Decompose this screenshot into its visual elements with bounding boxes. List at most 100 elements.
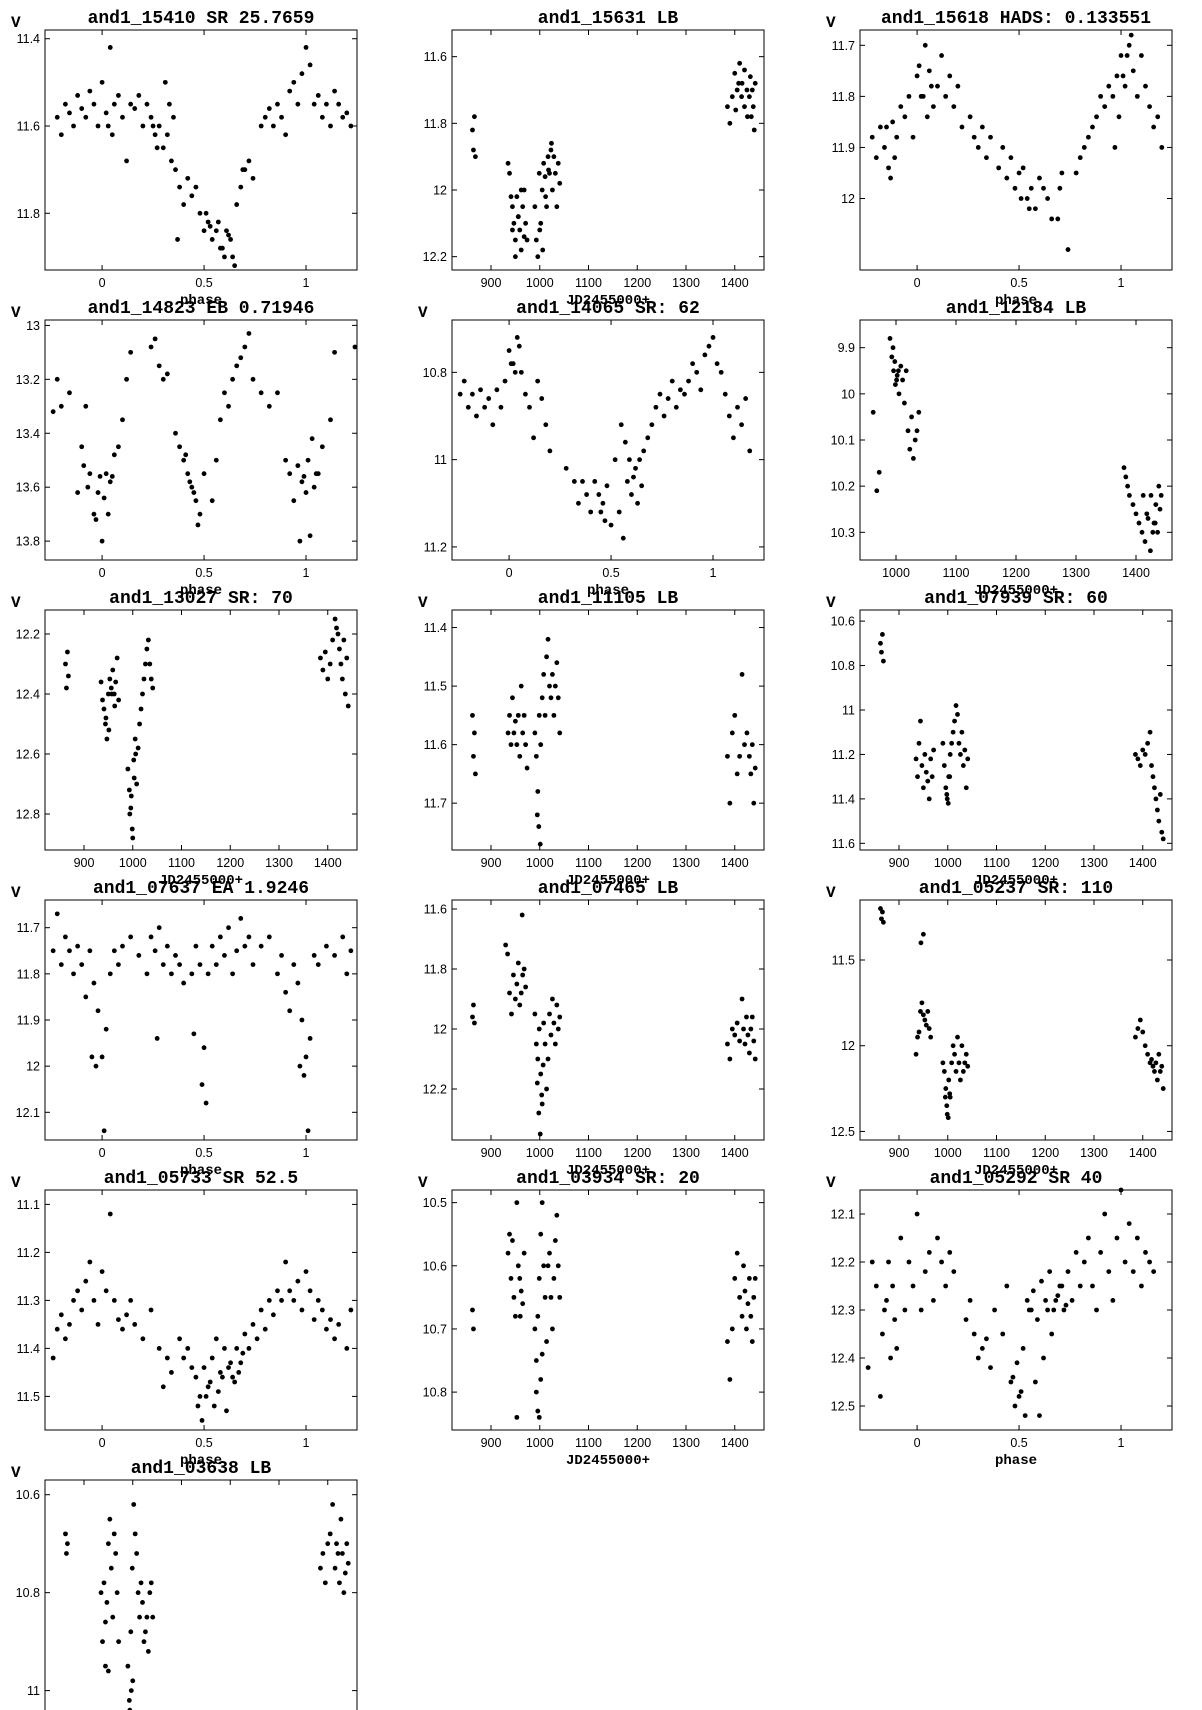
data-point xyxy=(107,1211,113,1217)
data-point xyxy=(1055,1293,1061,1298)
data-point xyxy=(557,1014,563,1020)
data-point xyxy=(111,452,117,458)
data-point xyxy=(532,1011,538,1017)
y-tick-label: 11.4 xyxy=(424,621,447,635)
data-point xyxy=(1053,1298,1059,1303)
data-point xyxy=(116,444,121,450)
data-point xyxy=(518,369,524,375)
data-point xyxy=(131,1502,137,1507)
data-point xyxy=(128,805,134,811)
data-point xyxy=(226,1365,231,1370)
data-point xyxy=(1008,1379,1014,1385)
data-point xyxy=(111,1531,117,1537)
x-axis-label: JD2455000+ xyxy=(974,1163,1058,1179)
data-point xyxy=(967,114,973,120)
data-point xyxy=(751,127,757,133)
data-point xyxy=(224,1408,229,1414)
data-point xyxy=(1125,483,1130,489)
data-point xyxy=(335,631,341,637)
data-point xyxy=(745,114,750,120)
data-point xyxy=(536,824,542,829)
data-point xyxy=(1147,1259,1152,1265)
data-point xyxy=(177,962,182,968)
data-point xyxy=(737,753,743,759)
data-point xyxy=(945,800,951,806)
data-point xyxy=(505,951,510,957)
light-curve-panel: and1_14823 EB 0.71946 V 0 0.5 1 13 13.2 13.4 13.… xyxy=(11,299,358,599)
data-point xyxy=(548,147,554,153)
data-point xyxy=(898,104,904,109)
data-point xyxy=(307,1288,313,1294)
data-point xyxy=(627,457,632,463)
data-point xyxy=(1139,1283,1144,1289)
x-tick-label: 1100 xyxy=(575,1436,602,1450)
light-curve-panel: and1_15410 SR 25.7659 V 0 0.5 1 11.4 11.6 11.8 p… xyxy=(11,9,358,309)
data-point xyxy=(1142,539,1148,544)
x-tick-label: 1 xyxy=(303,276,310,290)
x-tick-label: 1100 xyxy=(983,856,1010,870)
panel-title: and1_15410 SR 25.7659 xyxy=(88,9,315,29)
data-point xyxy=(741,1026,746,1032)
data-point xyxy=(87,1259,93,1265)
data-point xyxy=(555,1263,561,1269)
data-point xyxy=(1020,1346,1026,1351)
data-point xyxy=(508,361,514,367)
data-point xyxy=(1150,529,1156,535)
data-point xyxy=(140,691,145,697)
data-point xyxy=(303,490,309,495)
data-point xyxy=(478,387,483,393)
data-point xyxy=(262,1326,268,1332)
data-point xyxy=(906,93,912,99)
data-point xyxy=(93,517,99,522)
data-point xyxy=(295,463,301,469)
data-point xyxy=(542,1041,548,1047)
data-point xyxy=(902,400,907,406)
data-point xyxy=(694,369,700,375)
data-point xyxy=(698,387,704,393)
x-axis-label: phase xyxy=(587,583,629,599)
data-point xyxy=(315,1298,321,1303)
data-point xyxy=(275,1288,280,1294)
data-point xyxy=(903,368,909,374)
data-point xyxy=(220,245,225,251)
data-point xyxy=(515,712,521,718)
y-tick-label: 12.1 xyxy=(16,1106,40,1120)
data-point xyxy=(83,114,89,120)
data-point xyxy=(669,378,675,384)
data-point xyxy=(874,488,880,494)
data-point xyxy=(538,742,544,748)
y-tick-label: 10.8 xyxy=(423,366,447,380)
data-point xyxy=(1135,1026,1141,1031)
data-point xyxy=(144,971,150,977)
data-point xyxy=(1000,1331,1006,1337)
data-point xyxy=(209,498,215,504)
data-point xyxy=(1133,752,1138,757)
data-point xyxy=(951,1269,957,1274)
data-point xyxy=(653,404,659,410)
data-point xyxy=(547,683,552,689)
data-point xyxy=(890,1283,896,1289)
data-point xyxy=(1127,492,1132,498)
data-point xyxy=(588,509,594,515)
data-point xyxy=(87,471,93,477)
y-tick-label: 13.4 xyxy=(16,427,40,441)
data-point xyxy=(297,538,303,544)
data-point xyxy=(1112,145,1118,150)
data-point xyxy=(472,114,477,120)
data-point xyxy=(340,934,346,940)
data-point xyxy=(332,952,337,958)
data-point xyxy=(931,104,936,109)
x-axis-label: JD2455000+ xyxy=(974,583,1058,599)
data-point xyxy=(893,382,898,388)
data-point xyxy=(620,535,626,541)
data-point xyxy=(130,835,136,841)
x-axis-label: JD2455000+ xyxy=(566,1163,650,1179)
data-point xyxy=(686,378,691,384)
data-point xyxy=(552,1041,558,1047)
data-point xyxy=(752,1276,758,1281)
data-point xyxy=(138,1580,144,1586)
data-point xyxy=(238,184,244,190)
data-point xyxy=(914,428,920,434)
data-point xyxy=(710,335,716,340)
